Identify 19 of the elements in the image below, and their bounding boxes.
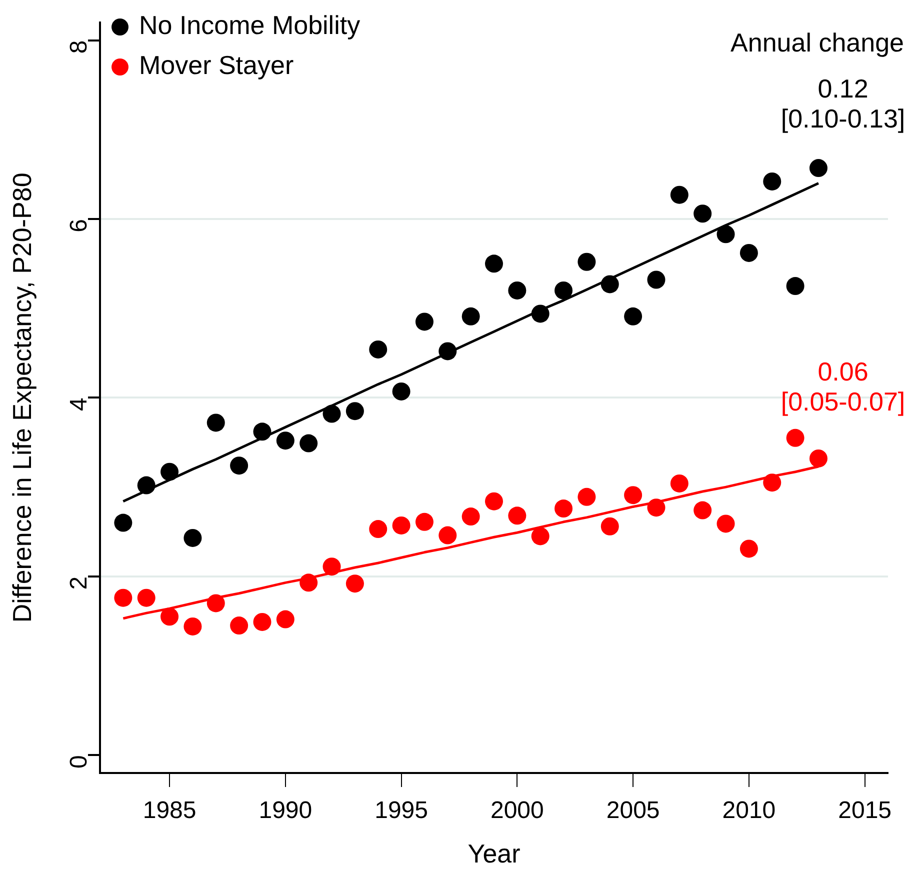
y-tick-label: 0 — [66, 755, 93, 768]
annotation: 0.06 [0.05-0.07] — [780, 356, 906, 417]
x-tick-label: 2015 — [838, 797, 892, 824]
x-tick-label: 2010 — [722, 797, 776, 824]
x-tick-label: 1990 — [258, 797, 312, 824]
y-tick-label: 4 — [66, 398, 93, 412]
x-tick-label: 1985 — [142, 797, 196, 824]
x-tick-label: 2005 — [606, 797, 660, 824]
y-axis-title: Difference in Life Expectancy, P20-P80 — [6, 172, 37, 623]
y-tick-label: 2 — [66, 576, 93, 590]
x-axis-title: Year — [468, 838, 521, 869]
legend-label: No Income Mobility — [139, 10, 360, 40]
annotation: Annual change — [730, 28, 904, 58]
x-tick-label: 2000 — [490, 797, 544, 824]
annotation: 0.12 [0.10-0.13] — [780, 73, 906, 134]
y-tick-label: 8 — [66, 40, 93, 54]
legend-label: Mover Stayer — [139, 50, 294, 80]
x-tick-label: 1995 — [374, 797, 428, 824]
y-tick-label: 6 — [66, 218, 93, 232]
